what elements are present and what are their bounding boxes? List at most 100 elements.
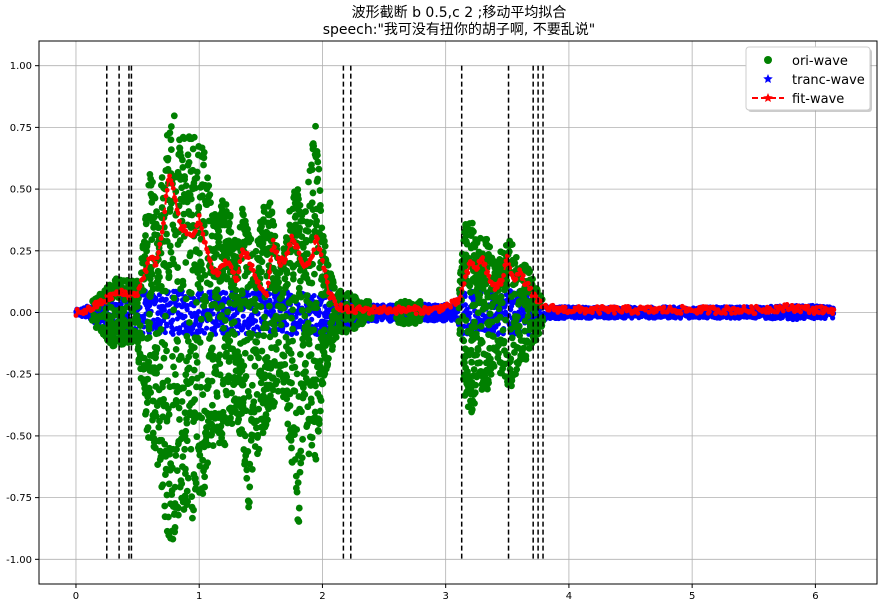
- ori-wave-point: [198, 372, 205, 379]
- ori-wave-point: [288, 437, 295, 444]
- fit-wave-point: [159, 236, 164, 241]
- ori-wave-point: [264, 354, 271, 361]
- ori-wave-point: [191, 396, 198, 403]
- ori-wave-point: [320, 380, 327, 387]
- chart-title: 波形截断 b 0.5,c 2 ;移动平均拟合: [352, 5, 567, 21]
- ori-wave-point: [188, 290, 195, 297]
- ori-wave-point: [180, 282, 187, 289]
- ori-wave-point: [186, 319, 193, 326]
- tranc-wave-point: [204, 326, 209, 331]
- ori-wave-point: [204, 459, 211, 466]
- ori-wave-point: [525, 313, 532, 320]
- ori-wave-point: [237, 305, 244, 312]
- ori-wave-point: [485, 380, 492, 387]
- tranc-wave-point: [153, 298, 158, 303]
- ori-wave-point: [193, 433, 200, 440]
- ori-wave-point: [179, 157, 186, 164]
- fit-wave-point: [109, 296, 114, 301]
- ori-wave-point: [302, 360, 309, 367]
- ori-wave-point: [229, 420, 236, 427]
- ori-wave-point: [183, 295, 190, 302]
- ori-wave-point: [313, 218, 320, 225]
- ori-wave-point: [257, 303, 264, 310]
- ori-wave-point: [158, 326, 165, 333]
- ori-wave-point: [242, 350, 249, 357]
- ori-wave-point: [288, 350, 295, 357]
- ori-wave-point: [297, 202, 304, 209]
- ori-wave-point: [216, 352, 223, 359]
- ori-wave-point: [204, 174, 211, 181]
- ori-wave-point: [223, 201, 230, 208]
- ori-wave-point: [483, 236, 490, 243]
- fit-wave-point: [193, 228, 198, 233]
- ori-wave-point: [194, 169, 201, 176]
- fit-wave-point: [167, 173, 172, 178]
- fit-wave-point: [171, 186, 176, 191]
- ori-wave-point: [299, 436, 306, 443]
- ori-wave-point: [162, 313, 169, 320]
- ori-wave-point: [309, 199, 316, 206]
- ori-wave-point: [309, 166, 316, 173]
- ori-wave-point: [472, 389, 479, 396]
- ori-wave-point: [168, 136, 175, 143]
- ori-wave-point: [274, 378, 281, 385]
- fit-wave-point: [144, 269, 149, 274]
- ori-wave-point: [185, 151, 192, 158]
- ori-wave-point: [208, 332, 215, 339]
- ori-wave-point: [156, 363, 163, 370]
- ori-wave-point: [222, 317, 229, 324]
- ori-wave-point: [253, 248, 260, 255]
- ori-wave-point: [164, 377, 171, 384]
- ori-wave-point: [199, 391, 206, 398]
- ori-wave-point: [173, 346, 180, 353]
- ori-wave-point: [250, 398, 257, 405]
- ori-wave-point: [313, 376, 320, 383]
- ori-wave-point: [145, 424, 152, 431]
- ori-wave-point: [214, 286, 221, 293]
- ori-wave-point: [183, 182, 190, 189]
- ori-wave-point: [301, 313, 308, 320]
- ori-wave-point: [289, 326, 296, 333]
- ori-wave-point: [152, 195, 159, 202]
- ori-wave-point: [275, 339, 282, 346]
- ori-wave-point: [239, 290, 246, 297]
- ori-wave-point: [191, 344, 198, 351]
- ori-wave-point: [168, 123, 175, 130]
- ori-wave-point: [313, 456, 320, 463]
- ori-wave-point: [305, 228, 312, 235]
- ori-wave-point: [318, 224, 325, 231]
- ori-wave-point: [144, 376, 151, 383]
- ori-wave-point: [297, 448, 304, 455]
- ori-wave-point: [478, 323, 485, 330]
- fit-wave-point: [157, 242, 162, 247]
- ori-wave-point: [344, 326, 351, 333]
- fit-wave-point: [176, 211, 181, 216]
- ori-wave-point: [287, 402, 294, 409]
- ori-wave-point: [165, 514, 172, 521]
- ori-wave-point: [297, 469, 304, 476]
- ori-wave-point: [206, 191, 213, 198]
- ori-wave-point: [484, 386, 491, 393]
- ori-wave-point: [146, 311, 153, 318]
- ori-wave-point: [264, 416, 271, 423]
- ori-wave-point: [199, 490, 206, 497]
- fit-wave-point: [197, 213, 202, 218]
- ori-wave-point: [191, 367, 198, 374]
- tranc-wave-point: [830, 315, 835, 320]
- ori-wave-point: [188, 196, 195, 203]
- ori-wave-point: [469, 406, 476, 413]
- ori-wave-point: [216, 360, 223, 367]
- ori-wave-point: [271, 331, 278, 338]
- fit-wave-point: [135, 293, 140, 298]
- ori-wave-point: [146, 334, 153, 341]
- ori-wave-point: [169, 353, 176, 360]
- ori-wave-point: [161, 355, 168, 362]
- ori-wave-point: [298, 294, 305, 301]
- ori-wave-point: [176, 405, 183, 412]
- ori-wave-point: [161, 341, 168, 348]
- ori-wave-point: [457, 327, 464, 334]
- ori-wave-point: [147, 389, 154, 396]
- ori-wave-point: [172, 524, 179, 531]
- ori-wave-point: [504, 282, 511, 289]
